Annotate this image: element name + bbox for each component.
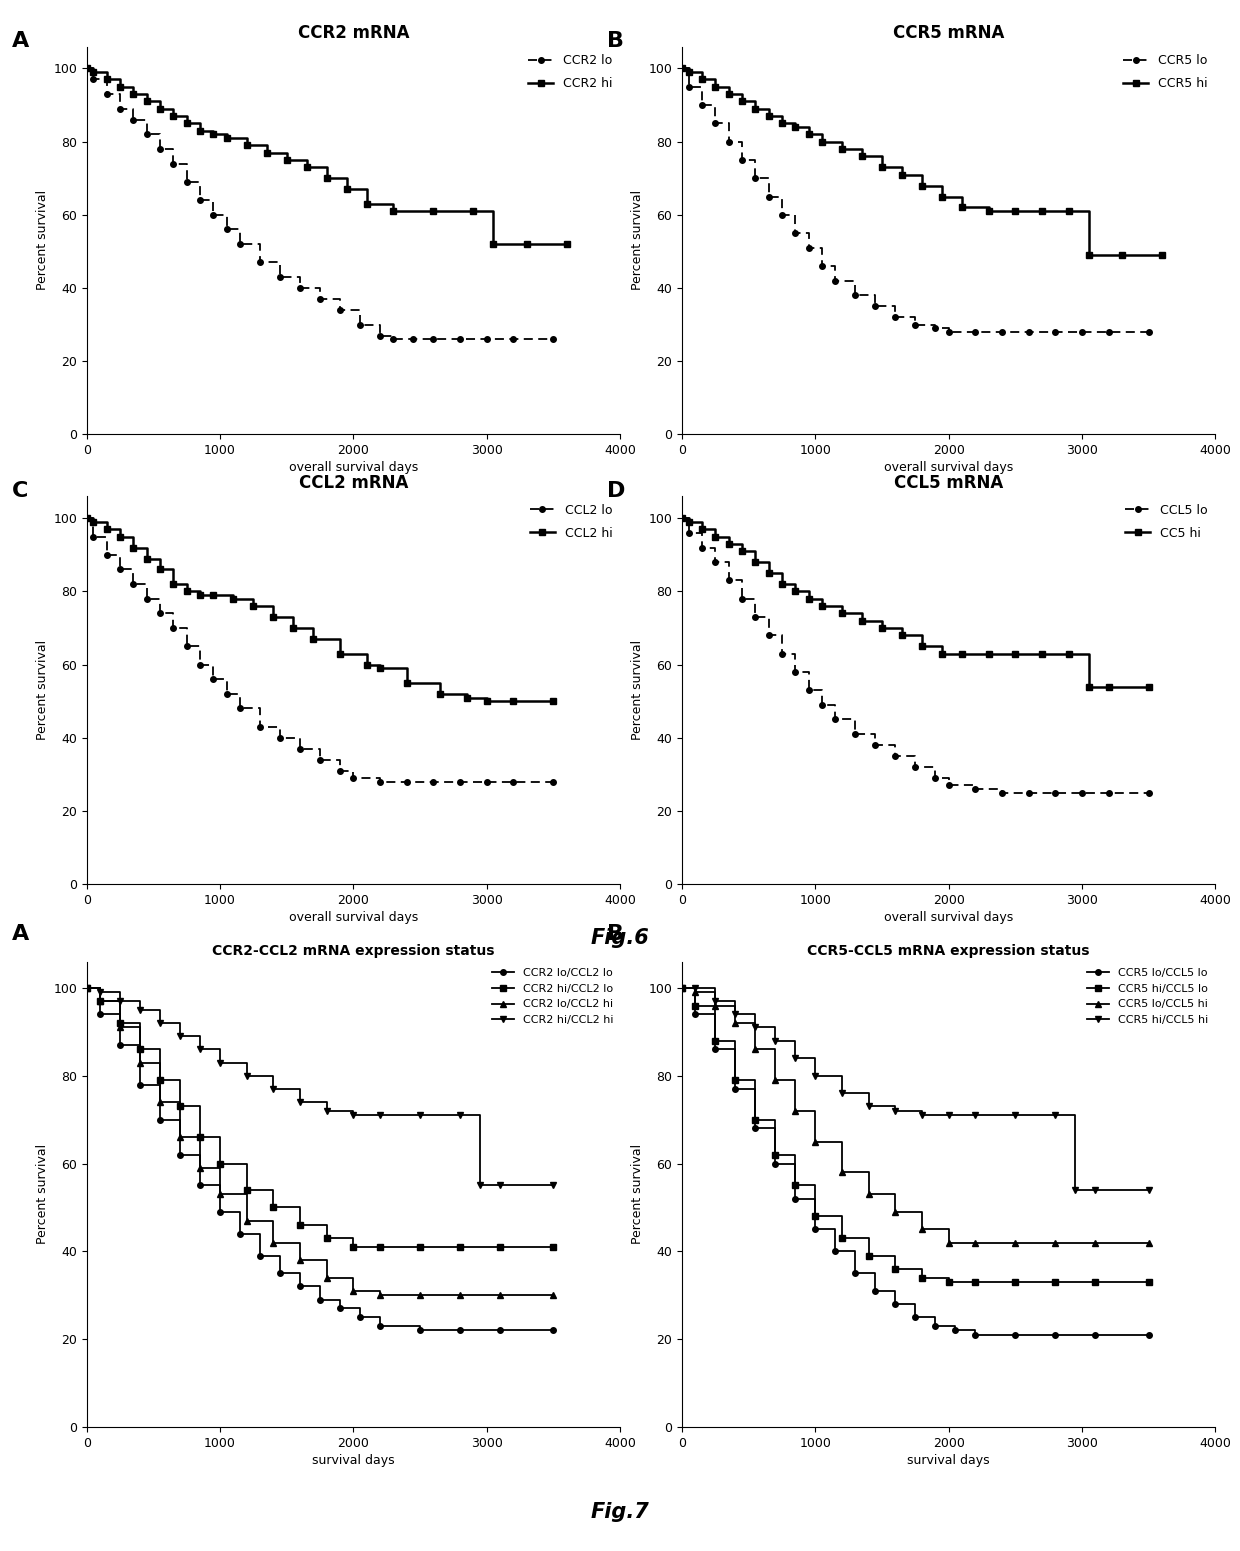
X-axis label: survival days: survival days: [312, 1453, 394, 1467]
X-axis label: overall survival days: overall survival days: [289, 910, 418, 924]
Y-axis label: Percent survival: Percent survival: [36, 191, 50, 290]
Title: CCR5-CCL5 mRNA expression status: CCR5-CCL5 mRNA expression status: [807, 943, 1090, 957]
Y-axis label: Percent survival: Percent survival: [631, 191, 645, 290]
Title: CCR2 mRNA: CCR2 mRNA: [298, 25, 409, 42]
Legend: CCR2 lo/CCL2 lo, CCR2 hi/CCL2 lo, CCR2 lo/CCL2 hi, CCR2 hi/CCL2 hi: CCR2 lo/CCL2 lo, CCR2 hi/CCL2 lo, CCR2 l…: [487, 963, 618, 1030]
Text: C: C: [12, 481, 29, 501]
Text: A: A: [12, 924, 30, 945]
Y-axis label: Percent survival: Percent survival: [631, 641, 645, 740]
Title: CCR2-CCL2 mRNA expression status: CCR2-CCL2 mRNA expression status: [212, 943, 495, 957]
Text: B: B: [608, 31, 625, 51]
Text: D: D: [608, 481, 626, 501]
Text: B: B: [608, 924, 625, 945]
X-axis label: survival days: survival days: [908, 1453, 990, 1467]
Legend: CCL5 lo, CC5 hi: CCL5 lo, CC5 hi: [1120, 499, 1213, 544]
Text: A: A: [12, 31, 30, 51]
Y-axis label: Percent survival: Percent survival: [36, 1145, 50, 1244]
Text: Fig.6: Fig.6: [590, 929, 650, 948]
Legend: CCR2 lo, CCR2 hi: CCR2 lo, CCR2 hi: [523, 50, 618, 95]
Title: CCR5 mRNA: CCR5 mRNA: [893, 25, 1004, 42]
Y-axis label: Percent survival: Percent survival: [631, 1145, 645, 1244]
Legend: CCR5 lo, CCR5 hi: CCR5 lo, CCR5 hi: [1118, 50, 1213, 95]
Title: CCL2 mRNA: CCL2 mRNA: [299, 475, 408, 492]
X-axis label: overall survival days: overall survival days: [884, 461, 1013, 475]
X-axis label: overall survival days: overall survival days: [289, 461, 418, 475]
X-axis label: overall survival days: overall survival days: [884, 910, 1013, 924]
Y-axis label: Percent survival: Percent survival: [36, 641, 50, 740]
Title: CCL5 mRNA: CCL5 mRNA: [894, 475, 1003, 492]
Legend: CCL2 lo, CCL2 hi: CCL2 lo, CCL2 hi: [525, 499, 618, 544]
Legend: CCR5 lo/CCL5 lo, CCR5 hi/CCL5 lo, CCR5 lo/CCL5 hi, CCR5 hi/CCL5 hi: CCR5 lo/CCL5 lo, CCR5 hi/CCL5 lo, CCR5 l…: [1083, 963, 1213, 1030]
Text: Fig.7: Fig.7: [590, 1503, 650, 1522]
